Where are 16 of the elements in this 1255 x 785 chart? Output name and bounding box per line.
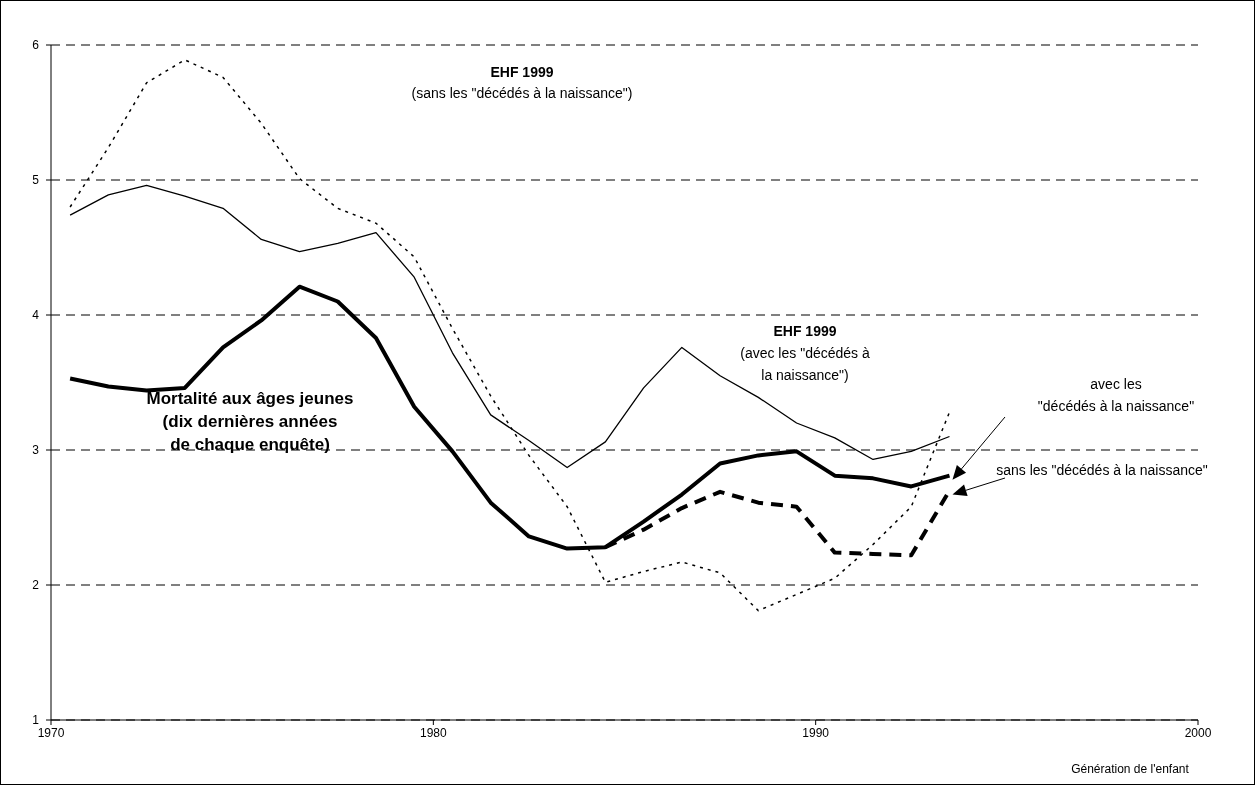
y-tick-label: 3: [32, 443, 40, 458]
x-tick-label: 2000: [1184, 726, 1212, 740]
annotation: EHF 1999 (sans les "décédés à la naissance"): [411, 64, 633, 101]
x-tick-label: 1980: [419, 726, 447, 740]
annotation: EHF 1999 (avec les "décédés à la naissance"): [740, 323, 870, 383]
annotation: Mortalité aux âges jeunes (dix dernières années de chaque enquête): [146, 389, 354, 454]
y-tick-label: 6: [32, 38, 40, 53]
y-tick-label: 4: [32, 308, 40, 323]
x-axis-title: Génération de l'enfant: [1071, 762, 1190, 776]
annotation: avec les "décédés à la naissance": [1037, 376, 1195, 414]
y-tick-label: 2: [32, 578, 40, 593]
annotation: sans les "décédés à la naissance": [996, 462, 1208, 478]
y-tick-label: 1: [32, 713, 40, 728]
x-tick-label: 1970: [37, 726, 65, 740]
x-tick-label: 1990: [802, 726, 830, 740]
y-tick-label: 5: [32, 173, 40, 188]
